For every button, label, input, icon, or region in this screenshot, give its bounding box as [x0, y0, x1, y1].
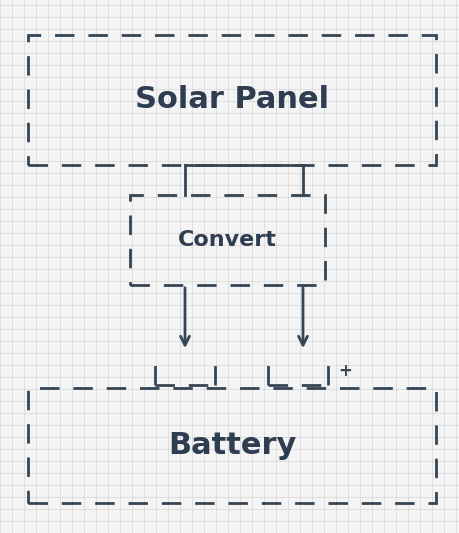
Text: Battery: Battery: [168, 431, 296, 460]
Text: Solar Panel: Solar Panel: [134, 85, 328, 115]
Text: +: +: [337, 362, 351, 380]
Bar: [130, 195, 325, 285]
Bar: [28, 388, 435, 503]
Bar: [28, 35, 435, 165]
Text: Convert: Convert: [178, 230, 276, 250]
